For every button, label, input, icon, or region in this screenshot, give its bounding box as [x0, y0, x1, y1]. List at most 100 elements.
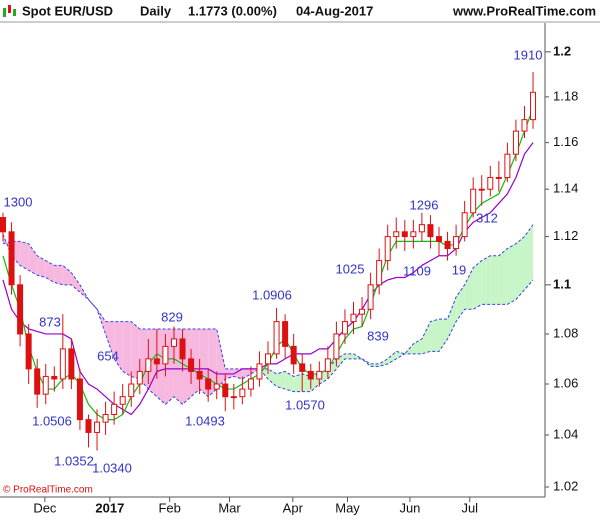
cloud-segment [62, 265, 72, 285]
candle-body [17, 284, 24, 335]
x-tick-label: May [335, 500, 360, 515]
cloud-segment [370, 363, 380, 367]
candle-body [393, 231, 400, 238]
cloud-segment [507, 243, 516, 305]
price-annotation: 839 [367, 328, 389, 343]
candle-body [119, 396, 126, 405]
cloud-segment [105, 321, 115, 359]
candle-body [401, 231, 408, 238]
price-annotation: 1296 [410, 197, 439, 212]
y-tick-label: 1.06 [553, 375, 578, 390]
instrument: Spot EUR/USD [22, 3, 113, 18]
cloud-segment [114, 321, 123, 372]
cloud-segment [447, 297, 457, 339]
candle-body [333, 333, 340, 360]
y-tick-label: 1.18 [553, 88, 578, 103]
price-annotation: 1.0906 [252, 287, 292, 302]
candle-body [435, 236, 442, 242]
cloud-segment [490, 255, 499, 305]
candle-body [444, 240, 451, 250]
candle-body [307, 370, 314, 380]
candle-body [265, 353, 272, 365]
candle-body [179, 338, 186, 360]
y-tick-label: 1.16 [553, 134, 578, 149]
cloud-segment [413, 338, 422, 354]
candle-body [504, 153, 511, 178]
candle-body [145, 358, 152, 372]
y-tick-label: 1.08 [553, 325, 578, 340]
candle-body [213, 383, 220, 390]
cloud-segment [438, 319, 448, 352]
cloud-segment [233, 368, 243, 379]
candle-body [162, 345, 169, 365]
candle-body [350, 313, 357, 323]
price-annotation: 654 [97, 348, 119, 363]
price-annotation: 1.0570 [285, 397, 325, 412]
candle-body [521, 119, 528, 132]
cloud-segment [327, 358, 337, 379]
cloud-segment [54, 265, 63, 285]
candle-body [341, 321, 348, 335]
candle-body [512, 130, 519, 155]
copyright: © ProRealTime.com [3, 485, 93, 496]
cloud-segment [20, 241, 29, 271]
candle-body [153, 358, 160, 365]
x-tick-label: Mar [218, 500, 241, 515]
cloud-segment [387, 351, 397, 364]
cloud-segment [481, 255, 491, 305]
cloud-segment [71, 272, 80, 293]
candle-body [59, 348, 66, 380]
cloud-segment [148, 329, 157, 397]
candle-body [410, 231, 417, 238]
candle-body [470, 188, 477, 214]
cloud-segment [379, 358, 388, 367]
candle-body [427, 224, 434, 238]
cloud-segment [524, 224, 534, 290]
cloud-span-b [2, 240, 534, 393]
candle-body [94, 421, 101, 433]
candle-body [359, 308, 366, 315]
candle-body [367, 284, 374, 310]
candle-body [102, 413, 109, 423]
last-price: 1.1773 (0.00%) [188, 3, 277, 18]
candle-body [418, 224, 425, 233]
candle-body [376, 260, 383, 286]
candle-body [196, 370, 203, 380]
price-annotation: 829 [161, 309, 183, 324]
cloud-segment [191, 329, 200, 397]
candle-body [170, 338, 177, 347]
candle-body [230, 396, 237, 399]
candle-body [188, 358, 195, 372]
candle-body [384, 236, 391, 262]
price-annotation: 1025 [336, 261, 365, 276]
candle-body [478, 188, 485, 191]
candle-body [25, 333, 32, 370]
candle-body [282, 321, 289, 347]
x-tick-label: Feb [158, 500, 180, 515]
y-tick-label: 1.1 [553, 276, 571, 291]
candle-body [85, 419, 92, 433]
price-annotation: 1.0340 [92, 460, 132, 475]
candle-body [68, 348, 75, 380]
cloud-segment [515, 236, 525, 300]
cloud-segment [79, 284, 89, 300]
x-tick-label: Jun [399, 500, 420, 515]
x-tick-label: 2017 [95, 500, 124, 515]
cloud-segment [285, 371, 294, 392]
price-annotation: 19 [452, 262, 466, 277]
candle-body [76, 378, 83, 421]
candle-body [34, 368, 41, 395]
cloud-segment [28, 243, 38, 276]
price-annotation: 1.0352 [54, 453, 94, 468]
cloud-segment [464, 267, 474, 310]
candle-body [453, 236, 460, 250]
app-icon [3, 5, 16, 17]
cloud-segment [122, 321, 132, 377]
cloud-segment [421, 321, 431, 354]
x-tick-label: Apr [283, 500, 304, 515]
cloud-span-a [2, 224, 534, 405]
candle-body [111, 403, 118, 415]
cloud-segment [276, 371, 286, 390]
y-tick-label: 1.14 [553, 181, 578, 196]
price-annotation: 1300 [4, 194, 33, 209]
